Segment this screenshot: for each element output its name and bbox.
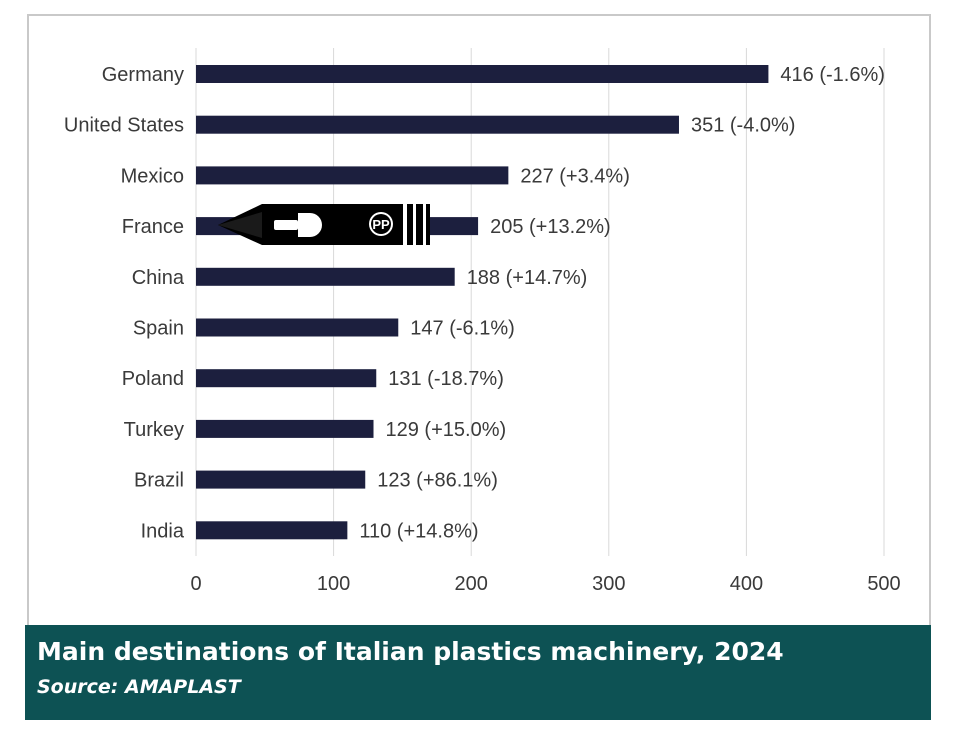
x-tick-label: 200 (455, 573, 488, 595)
bar-china (196, 267, 455, 286)
chart-title: Main destinations of Italian plastics ma… (37, 637, 784, 666)
data-label: 147 (-6.1%) (410, 318, 514, 340)
caption-box: Main destinations of Italian plastics ma… (25, 625, 931, 720)
data-label: 188 (+14.7%) (467, 267, 588, 289)
category-label: Brazil (134, 470, 184, 492)
x-tick-label: 100 (317, 573, 350, 595)
data-label: 110 (+14.8%) (359, 520, 478, 542)
x-tick-label: 0 (190, 573, 201, 595)
pen-logo-watermark: PP (218, 204, 430, 245)
category-label: India (141, 520, 185, 542)
bar-poland (196, 369, 377, 388)
data-label: 416 (-1.6%) (780, 64, 885, 86)
bar-chart: 0 100 200 300 400 500 Germany 416 (-1.6%) United… (64, 48, 901, 595)
category-label: France (122, 216, 184, 238)
x-tick-label: 400 (730, 573, 763, 595)
bar-turkey (196, 419, 374, 438)
bar-germany (196, 65, 769, 83)
category-label: Mexico (121, 165, 184, 187)
data-label: 123 (+86.1%) (377, 470, 498, 492)
label-layer: 0 100 200 300 400 500 Germany 416 (-1.6%) United… (64, 64, 901, 595)
category-label: China (132, 267, 185, 289)
category-label: Spain (133, 318, 184, 340)
category-label: Poland (122, 368, 184, 390)
data-label: 129 (+15.0%) (386, 419, 507, 441)
category-label: United States (64, 115, 184, 137)
category-label: Turkey (124, 419, 184, 441)
bar-mexico (196, 166, 509, 185)
bar-brazil (196, 470, 366, 489)
data-label: 351 (-4.0%) (691, 115, 796, 137)
data-label: 205 (+13.2%) (490, 216, 611, 238)
bar-united-states (196, 115, 679, 134)
bar-india (196, 521, 348, 540)
data-label: 131 (-18.7%) (388, 368, 504, 390)
data-label: 227 (+3.4%) (520, 165, 630, 187)
bar-spain (196, 318, 399, 337)
bar-layer (196, 65, 769, 540)
chart-source: Source: AMAPLAST (37, 676, 241, 698)
x-tick-label: 300 (592, 573, 625, 595)
category-label: Germany (102, 64, 184, 86)
svg-text:PP: PP (372, 217, 390, 232)
x-tick-label: 500 (867, 573, 900, 595)
